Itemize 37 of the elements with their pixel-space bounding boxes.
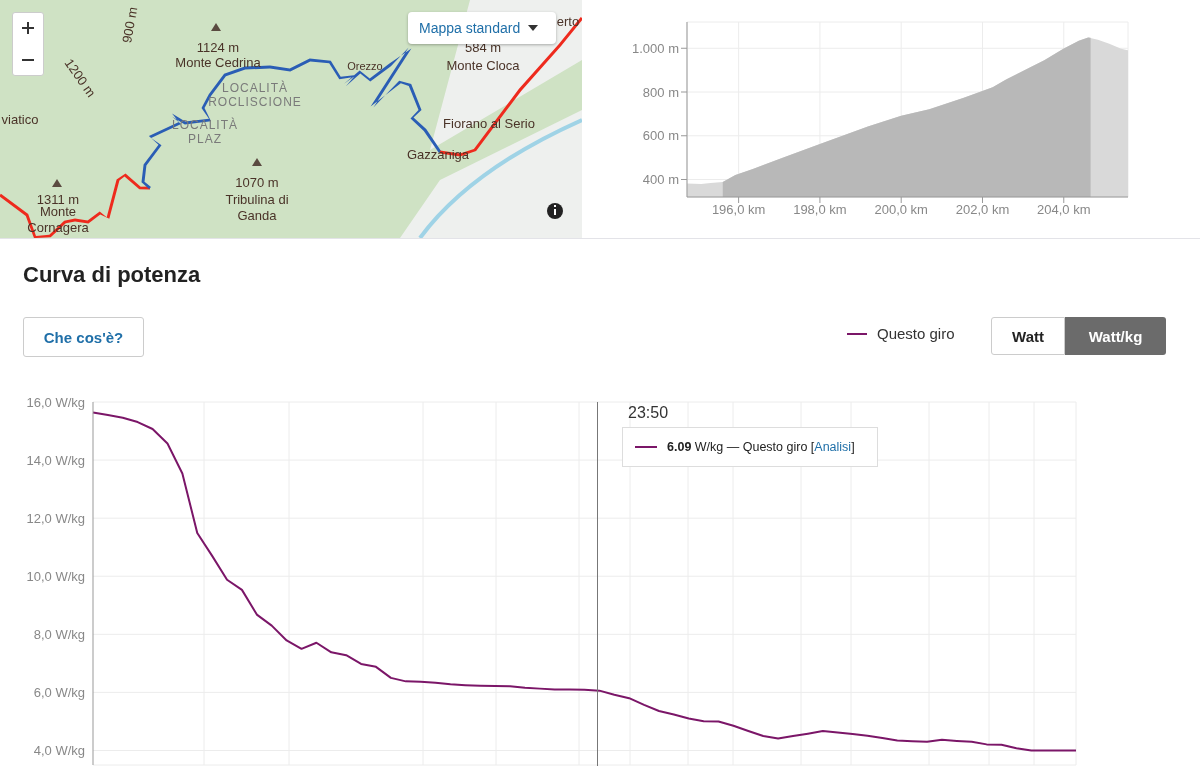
text: Watt [991, 317, 1065, 355]
x-tick-label: 198,0 km [793, 202, 847, 218]
text: Mappa standard [419, 20, 521, 36]
y-tick-label: 8,0 W/kg [33, 626, 85, 642]
y-tick-label: 400 m [642, 172, 679, 188]
text: Che cos'è? [23, 317, 144, 357]
x-tick-label: 204,0 km [1037, 202, 1091, 218]
y-tick-label: 16,0 W/kg [26, 394, 85, 410]
tooltip-panel: 6.09 W/kg — Questo giro [Analisi] [622, 427, 878, 467]
y-tick-label: 6,0 W/kg [33, 685, 85, 701]
text: LOCALITÀ ROCLISCIONE [207, 80, 303, 110]
text: 1070 m [235, 175, 279, 191]
y-tick-label: 10,0 W/kg [26, 568, 85, 584]
text: viatico [1, 112, 39, 128]
text: Tribulina di Ganda [224, 192, 290, 224]
y-tick-label: 14,0 W/kg [26, 452, 85, 468]
chart-title: Curva di potenza [23, 262, 201, 288]
text: 1124 m [196, 40, 240, 56]
text: erto [556, 14, 580, 30]
y-tick-label: 1.000 m [632, 40, 679, 56]
text: Monte Cloca [446, 58, 520, 74]
legend-label: Questo giro [876, 325, 955, 342]
x-tick-label: 200,0 km [874, 202, 928, 218]
text: 1311 m [36, 192, 80, 208]
y-tick-label: 12,0 W/kg [26, 510, 85, 526]
annotation: 6.09 W/kg — Questo giro [Analisi] [667, 440, 855, 454]
y-tick-label: 800 m [642, 84, 679, 100]
annotation: 23:50 [628, 404, 669, 422]
text: Monte Cedrina [175, 55, 261, 71]
text: Gazzaniga [406, 147, 470, 163]
text: Orezzo [347, 60, 383, 74]
y-tick-label: 4,0 W/kg [33, 743, 85, 759]
text: 900 m [119, 5, 141, 45]
x-tick-label: 202,0 km [955, 202, 1010, 218]
y-tick-label: 600 m [642, 128, 679, 144]
text: Watt/kg [1065, 317, 1166, 355]
x-tick-label: 196,0 km [711, 202, 766, 218]
